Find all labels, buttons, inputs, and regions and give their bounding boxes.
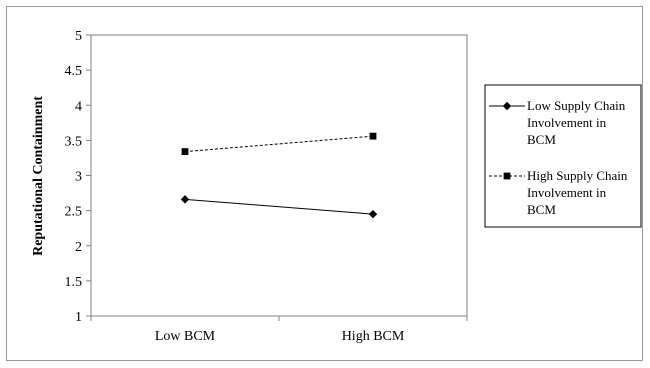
y-tick-label: 1.5 — [65, 275, 83, 290]
legend-label-2: Involvement in — [527, 185, 607, 200]
y-tick-label: 1 — [75, 310, 82, 325]
y-tick-label: 2.5 — [65, 205, 83, 220]
legend-marker-1 — [502, 101, 512, 111]
y-tick-label: 3.5 — [65, 134, 83, 149]
y-tick-label: 4 — [75, 99, 82, 114]
legend-label-1: Low Supply Chain — [527, 98, 626, 113]
y-tick-label: 3 — [75, 170, 82, 185]
legend-label-2: High Supply Chain — [527, 168, 628, 183]
series-line-1 — [184, 198, 374, 215]
x-tick-label: High BCM — [342, 329, 405, 344]
data-point-series-1 — [368, 209, 378, 219]
data-point-series-2 — [369, 132, 377, 140]
legend-label-2: BCM — [527, 202, 556, 217]
plot-area — [90, 34, 468, 317]
y-tick-label: 2 — [75, 240, 82, 255]
data-point-series-2 — [181, 148, 189, 156]
x-tick-label: Low BCM — [155, 329, 216, 344]
data-point-series-1 — [180, 195, 190, 204]
legend-box — [484, 84, 642, 228]
legend-marker-2 — [503, 172, 511, 180]
y-tick-label: 4.5 — [65, 64, 83, 79]
y-axis-label: Reputational Containment — [31, 96, 46, 256]
legend-label-1: Involvement in — [527, 115, 607, 130]
series-line-2 — [184, 135, 374, 153]
y-tick-label: 5 — [75, 29, 82, 44]
legend-label-1: BCM — [527, 132, 556, 147]
